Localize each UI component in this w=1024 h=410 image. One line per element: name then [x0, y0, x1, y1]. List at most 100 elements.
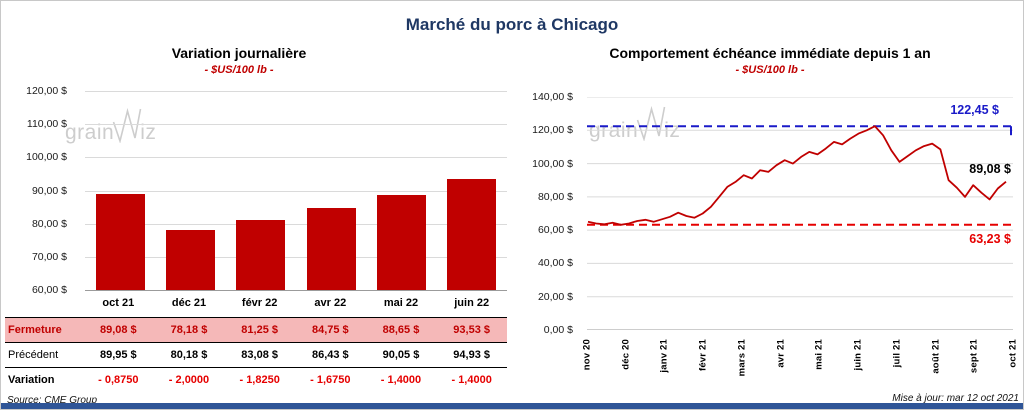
last-value-label: 89,08 $ [969, 161, 1011, 176]
y-tick-label: 60,00 $ [537, 224, 573, 237]
category-label: mai 22 [383, 297, 419, 309]
bar-chart-title: Variation journalière [171, 45, 307, 61]
table-cell: 83,08 $ [241, 349, 278, 361]
price-line [587, 125, 1007, 226]
bar-y-axis: 120,00 $ 110,00 $ 100,00 $ 90,00 $ 80,00 $ 70… [5, 85, 75, 296]
x-tick: mai 21 [814, 339, 825, 370]
table-row: Variation - 0,8750 - 2,0000 - 1,8250 - 1,675… [5, 368, 507, 392]
table-cell: 88,65 $ [382, 324, 420, 336]
bar [236, 219, 286, 290]
line-plot: 122,45 $ 63,23 $ 89,08 $ [587, 97, 1013, 330]
row-label: Fermeture [8, 324, 62, 336]
line-chart-svg [587, 97, 1013, 330]
gridline [85, 124, 507, 125]
gridline [85, 157, 507, 158]
bar [447, 178, 497, 290]
y-tick-label: 0,00 $ [543, 324, 573, 336]
table-cell: 94,93 $ [453, 349, 490, 361]
axis-corner [5, 297, 83, 309]
bar-slot [366, 91, 436, 290]
y-tick-label: 80,00 $ [31, 217, 67, 230]
y-tick-label: 110,00 $ [26, 118, 67, 131]
bar [165, 229, 215, 290]
update-note: Mise à jour: mar 12 oct 2021 [892, 393, 1019, 404]
x-tick: oct 21 [1008, 339, 1019, 368]
bar-series [85, 91, 507, 290]
x-tick-label: nov 20 [581, 339, 593, 371]
price-table: Fermeture 89,08 $ 78,18 $ 81,25 $ 84,75 $ 88,… [5, 317, 507, 392]
table-cell: 81,25 $ [241, 324, 278, 336]
bar-slot [437, 91, 507, 290]
table-row: Précédent 89,95 $ 80,18 $ 83,08 $ 86,43 $ 90,… [5, 343, 507, 368]
daily-variation-panel: Variation journalière - $US/100 lb - gra… [5, 41, 513, 407]
watermark-w-icon [636, 105, 666, 141]
table-row: Fermeture 89,08 $ 78,18 $ 81,25 $ 84,75 $ 88,… [5, 317, 507, 343]
table-cell: 78,18 $ [170, 324, 208, 336]
grainwiz-watermark: grain iz [65, 107, 156, 143]
bar [95, 193, 145, 290]
bar-plot [85, 91, 507, 291]
bar [376, 195, 426, 290]
bar-chart: 120,00 $ 110,00 $ 100,00 $ 90,00 $ 80,00 $ 70… [5, 85, 513, 296]
source-note: Source: CME Group [7, 395, 98, 406]
gridline [85, 191, 507, 192]
watermark-text-suffix: iz [140, 121, 157, 144]
line-chart: 140,00 $ 120,00 $ 100,00 $ 80,00 $ 60,00 $ 40… [519, 91, 1021, 336]
gridline [85, 257, 507, 258]
x-tick-label: juin 21 [852, 339, 864, 371]
x-tick-label: août 21 [930, 339, 942, 374]
x-tick: mars 21 [736, 339, 747, 376]
gridline [85, 290, 507, 291]
x-tick: janv 21 [659, 339, 670, 373]
y-tick-label: 100,00 $ [532, 157, 573, 170]
line-chart-subtitle: - $US/100 lb - [735, 64, 805, 76]
x-tick-label: mai 21 [813, 339, 825, 370]
bar-slot [155, 91, 225, 290]
y-tick-label: 120,00 $ [26, 85, 67, 97]
row-label: Précédent [8, 349, 59, 361]
x-tick: juil 21 [891, 339, 902, 367]
bar [306, 207, 356, 290]
table-cell: 89,08 $ [99, 324, 137, 336]
x-tick-label: sept 21 [968, 339, 980, 374]
y-tick-label: 90,00 $ [31, 184, 67, 197]
table-cell: 89,95 $ [99, 349, 137, 361]
bar-categories: oct 21 déc 21 févr 22 avr 22 mai 22 juin 22 [5, 297, 507, 309]
bar-slot [226, 91, 296, 290]
table-cell: 80,18 $ [170, 349, 208, 361]
category-label: juin 22 [454, 297, 490, 309]
watermark-text-prefix: grain [65, 121, 115, 144]
table-cell: - 1,4000 [380, 374, 422, 386]
y-tick-label: 100,00 $ [26, 151, 67, 164]
table-cell: - 0,8750 [98, 374, 139, 386]
x-tick-label: janv 21 [658, 339, 670, 373]
x-tick: févr 21 [698, 339, 709, 371]
x-tick-label: déc 20 [620, 339, 632, 370]
bar-slot [296, 91, 366, 290]
y-tick-label: 70,00 $ [31, 250, 67, 263]
table-cell: - 2,0000 [168, 374, 210, 386]
y-tick-label: 120,00 $ [532, 124, 573, 137]
x-tick: déc 20 [620, 339, 631, 370]
reference-line-label: 122,45 $ [950, 103, 999, 118]
gridline [85, 91, 507, 92]
x-tick-label: juil 21 [891, 339, 903, 368]
table-cell: - 1,4000 [451, 374, 492, 386]
row-label: Variation [8, 374, 55, 386]
gridline [85, 224, 507, 225]
x-tick: sept 21 [969, 339, 980, 373]
x-tick-label: mars 21 [736, 339, 748, 377]
category-label: oct 21 [102, 297, 135, 309]
page-title: Marché du porc à Chicago [405, 15, 619, 34]
reference-line-label: 63,23 $ [969, 231, 1011, 246]
category-label: déc 21 [171, 297, 207, 309]
x-tick: avr 21 [775, 339, 786, 368]
watermark-w-icon [112, 107, 142, 143]
category-label: févr 22 [241, 297, 278, 309]
x-tick: août 21 [930, 339, 941, 374]
line-x-axis: nov 20 déc 20 janv 21 févr 21 mars 21 avr 21 m… [582, 335, 1019, 393]
year-behavior-panel: Comportement échéance immédiate depuis 1… [519, 41, 1021, 407]
table-cell: 90,05 $ [382, 349, 420, 361]
table-cell: 84,75 $ [311, 324, 349, 336]
footer-bar [1, 403, 1023, 409]
